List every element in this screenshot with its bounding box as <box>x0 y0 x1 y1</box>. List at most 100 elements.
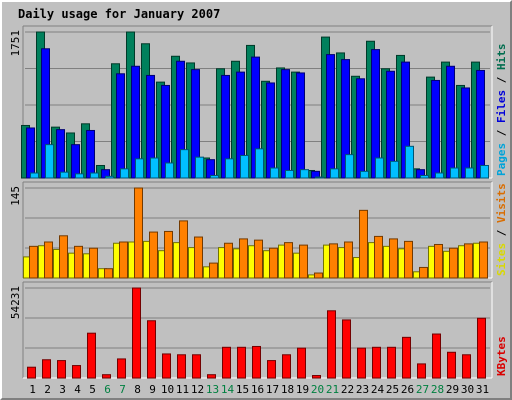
bar-pages-day-28 <box>435 172 444 179</box>
bar-kbytes-day-27 <box>417 363 426 379</box>
bar-files-day-23 <box>356 78 365 179</box>
bar-kbytes-day-25 <box>387 346 396 379</box>
chart-panels: 1751 Pages / Files / Hits 145 Sites / Visit… <box>9 25 508 379</box>
x-tick-label-day-9: 9 <box>149 383 156 396</box>
legend-sites: Sites <box>495 243 508 276</box>
bar-visits-day-18 <box>284 242 293 279</box>
x-tick-label-day-1: 1 <box>29 383 36 396</box>
bar-files-day-19 <box>296 72 305 179</box>
bar-pages-day-3 <box>60 171 69 179</box>
panel-hits: 1751 Pages / Files / Hits <box>9 25 508 179</box>
x-tick-label-day-27: 27 <box>416 383 429 396</box>
bar-kbytes-day-24 <box>372 346 381 379</box>
bar-pages-day-25 <box>390 160 399 179</box>
bar-pages-day-27 <box>420 174 429 179</box>
bar-visits-day-15 <box>239 238 248 279</box>
bar-visits-day-5 <box>89 247 98 279</box>
x-tick-label-day-11: 11 <box>176 383 189 396</box>
x-tick-label-day-21: 21 <box>326 383 339 396</box>
bar-visits-day-8 <box>134 187 143 279</box>
bar-kbytes-day-19 <box>297 347 306 379</box>
bar-files-day-30 <box>461 87 470 179</box>
bar-pages-day-31 <box>480 164 489 179</box>
bar-kbytes-day-12 <box>192 354 201 379</box>
bar-pages-day-22 <box>345 154 354 179</box>
bar-pages-day-9 <box>150 157 159 179</box>
x-axis-labels: 1 2 3 4 5 6 7 8 9 10 11 12 13 14 15 16 17 18 19 20 21 22 23 24 2… <box>29 383 489 396</box>
x-tick-label-day-17: 17 <box>266 383 279 396</box>
legend-separator: / <box>495 223 508 243</box>
panel-visits-ymax-label: 145 <box>9 186 22 206</box>
bar-kbytes-day-29 <box>447 351 456 379</box>
bar-visits-day-24 <box>374 235 383 279</box>
bar-pages-day-7 <box>120 168 129 179</box>
bar-kbytes-day-21 <box>327 310 336 379</box>
x-tick-label-day-25: 25 <box>386 383 399 396</box>
bar-kbytes-day-11 <box>177 354 186 379</box>
x-tick-label-day-30: 30 <box>461 383 474 396</box>
bar-visits-day-4 <box>74 245 83 279</box>
bar-pages-day-20 <box>315 176 324 179</box>
bar-pages-day-19 <box>300 169 309 179</box>
x-tick-label-day-2: 2 <box>44 383 51 396</box>
x-tick-label-day-4: 4 <box>74 383 81 396</box>
bar-visits-day-20 <box>314 272 323 279</box>
bar-visits-day-1 <box>29 245 38 279</box>
bar-pages-day-10 <box>165 162 174 179</box>
bar-visits-day-28 <box>434 243 443 279</box>
bar-files-day-7 <box>116 73 125 179</box>
bar-kbytes-day-14 <box>222 346 231 379</box>
bar-kbytes-day-17 <box>267 360 276 379</box>
bar-visits-day-23 <box>359 209 368 279</box>
panel-kbytes-legend: KBytes <box>495 336 508 376</box>
bar-visits-day-27 <box>419 266 428 279</box>
bar-visits-day-13 <box>209 262 218 279</box>
x-tick-label-day-12: 12 <box>191 383 204 396</box>
bar-files-day-5 <box>86 129 95 179</box>
bar-files-day-21 <box>326 54 335 179</box>
x-tick-label-day-24: 24 <box>371 383 385 396</box>
bar-files-day-3 <box>56 129 65 179</box>
x-tick-label-day-5: 5 <box>89 383 96 396</box>
legend-pages: Pages <box>495 143 508 176</box>
bar-pages-day-17 <box>270 167 279 179</box>
bar-kbytes-day-28 <box>432 333 441 379</box>
x-tick-label-day-23: 23 <box>356 383 369 396</box>
bar-files-day-29 <box>446 65 455 179</box>
panel-kbytes: 54231 KBytes <box>9 281 508 379</box>
bar-pages-day-5 <box>90 172 99 179</box>
x-tick-label-day-3: 3 <box>59 383 66 396</box>
bar-files-day-28 <box>431 79 440 179</box>
bar-kbytes-day-13 <box>207 374 216 379</box>
bar-kbytes-day-30 <box>462 354 471 379</box>
bar-kbytes-day-15 <box>237 346 246 379</box>
x-tick-label-day-16: 16 <box>251 383 264 396</box>
x-tick-label-day-18: 18 <box>281 383 294 396</box>
x-tick-label-day-26: 26 <box>401 383 414 396</box>
legend-kbytes: KBytes <box>495 336 508 376</box>
legend-visits: Visits <box>495 183 508 223</box>
x-tick-label-day-20: 20 <box>311 383 324 396</box>
bar-visits-day-31 <box>479 241 488 279</box>
bar-kbytes-day-26 <box>402 336 411 379</box>
bar-visits-day-29 <box>449 247 458 279</box>
bar-files-day-31 <box>476 69 485 179</box>
bar-visits-day-26 <box>404 240 413 279</box>
bar-kbytes-day-20 <box>312 375 321 379</box>
bar-kbytes-day-22 <box>342 319 351 379</box>
bar-visits-day-9 <box>149 231 158 279</box>
bar-pages-day-26 <box>405 145 414 179</box>
bar-files-day-17 <box>266 82 275 179</box>
bar-kbytes-day-9 <box>147 320 156 379</box>
x-tick-label-day-29: 29 <box>446 383 459 396</box>
bar-pages-day-1 <box>30 172 39 179</box>
bar-pages-day-15 <box>240 154 249 179</box>
panel-visits: 145 Sites / Visits <box>9 181 508 279</box>
bar-visits-day-21 <box>329 243 338 279</box>
bar-files-day-18 <box>281 69 290 179</box>
bar-pages-day-12 <box>195 156 204 179</box>
bar-pages-day-14 <box>225 158 234 179</box>
bar-visits-day-16 <box>254 239 263 279</box>
bar-kbytes-day-8 <box>132 287 141 379</box>
